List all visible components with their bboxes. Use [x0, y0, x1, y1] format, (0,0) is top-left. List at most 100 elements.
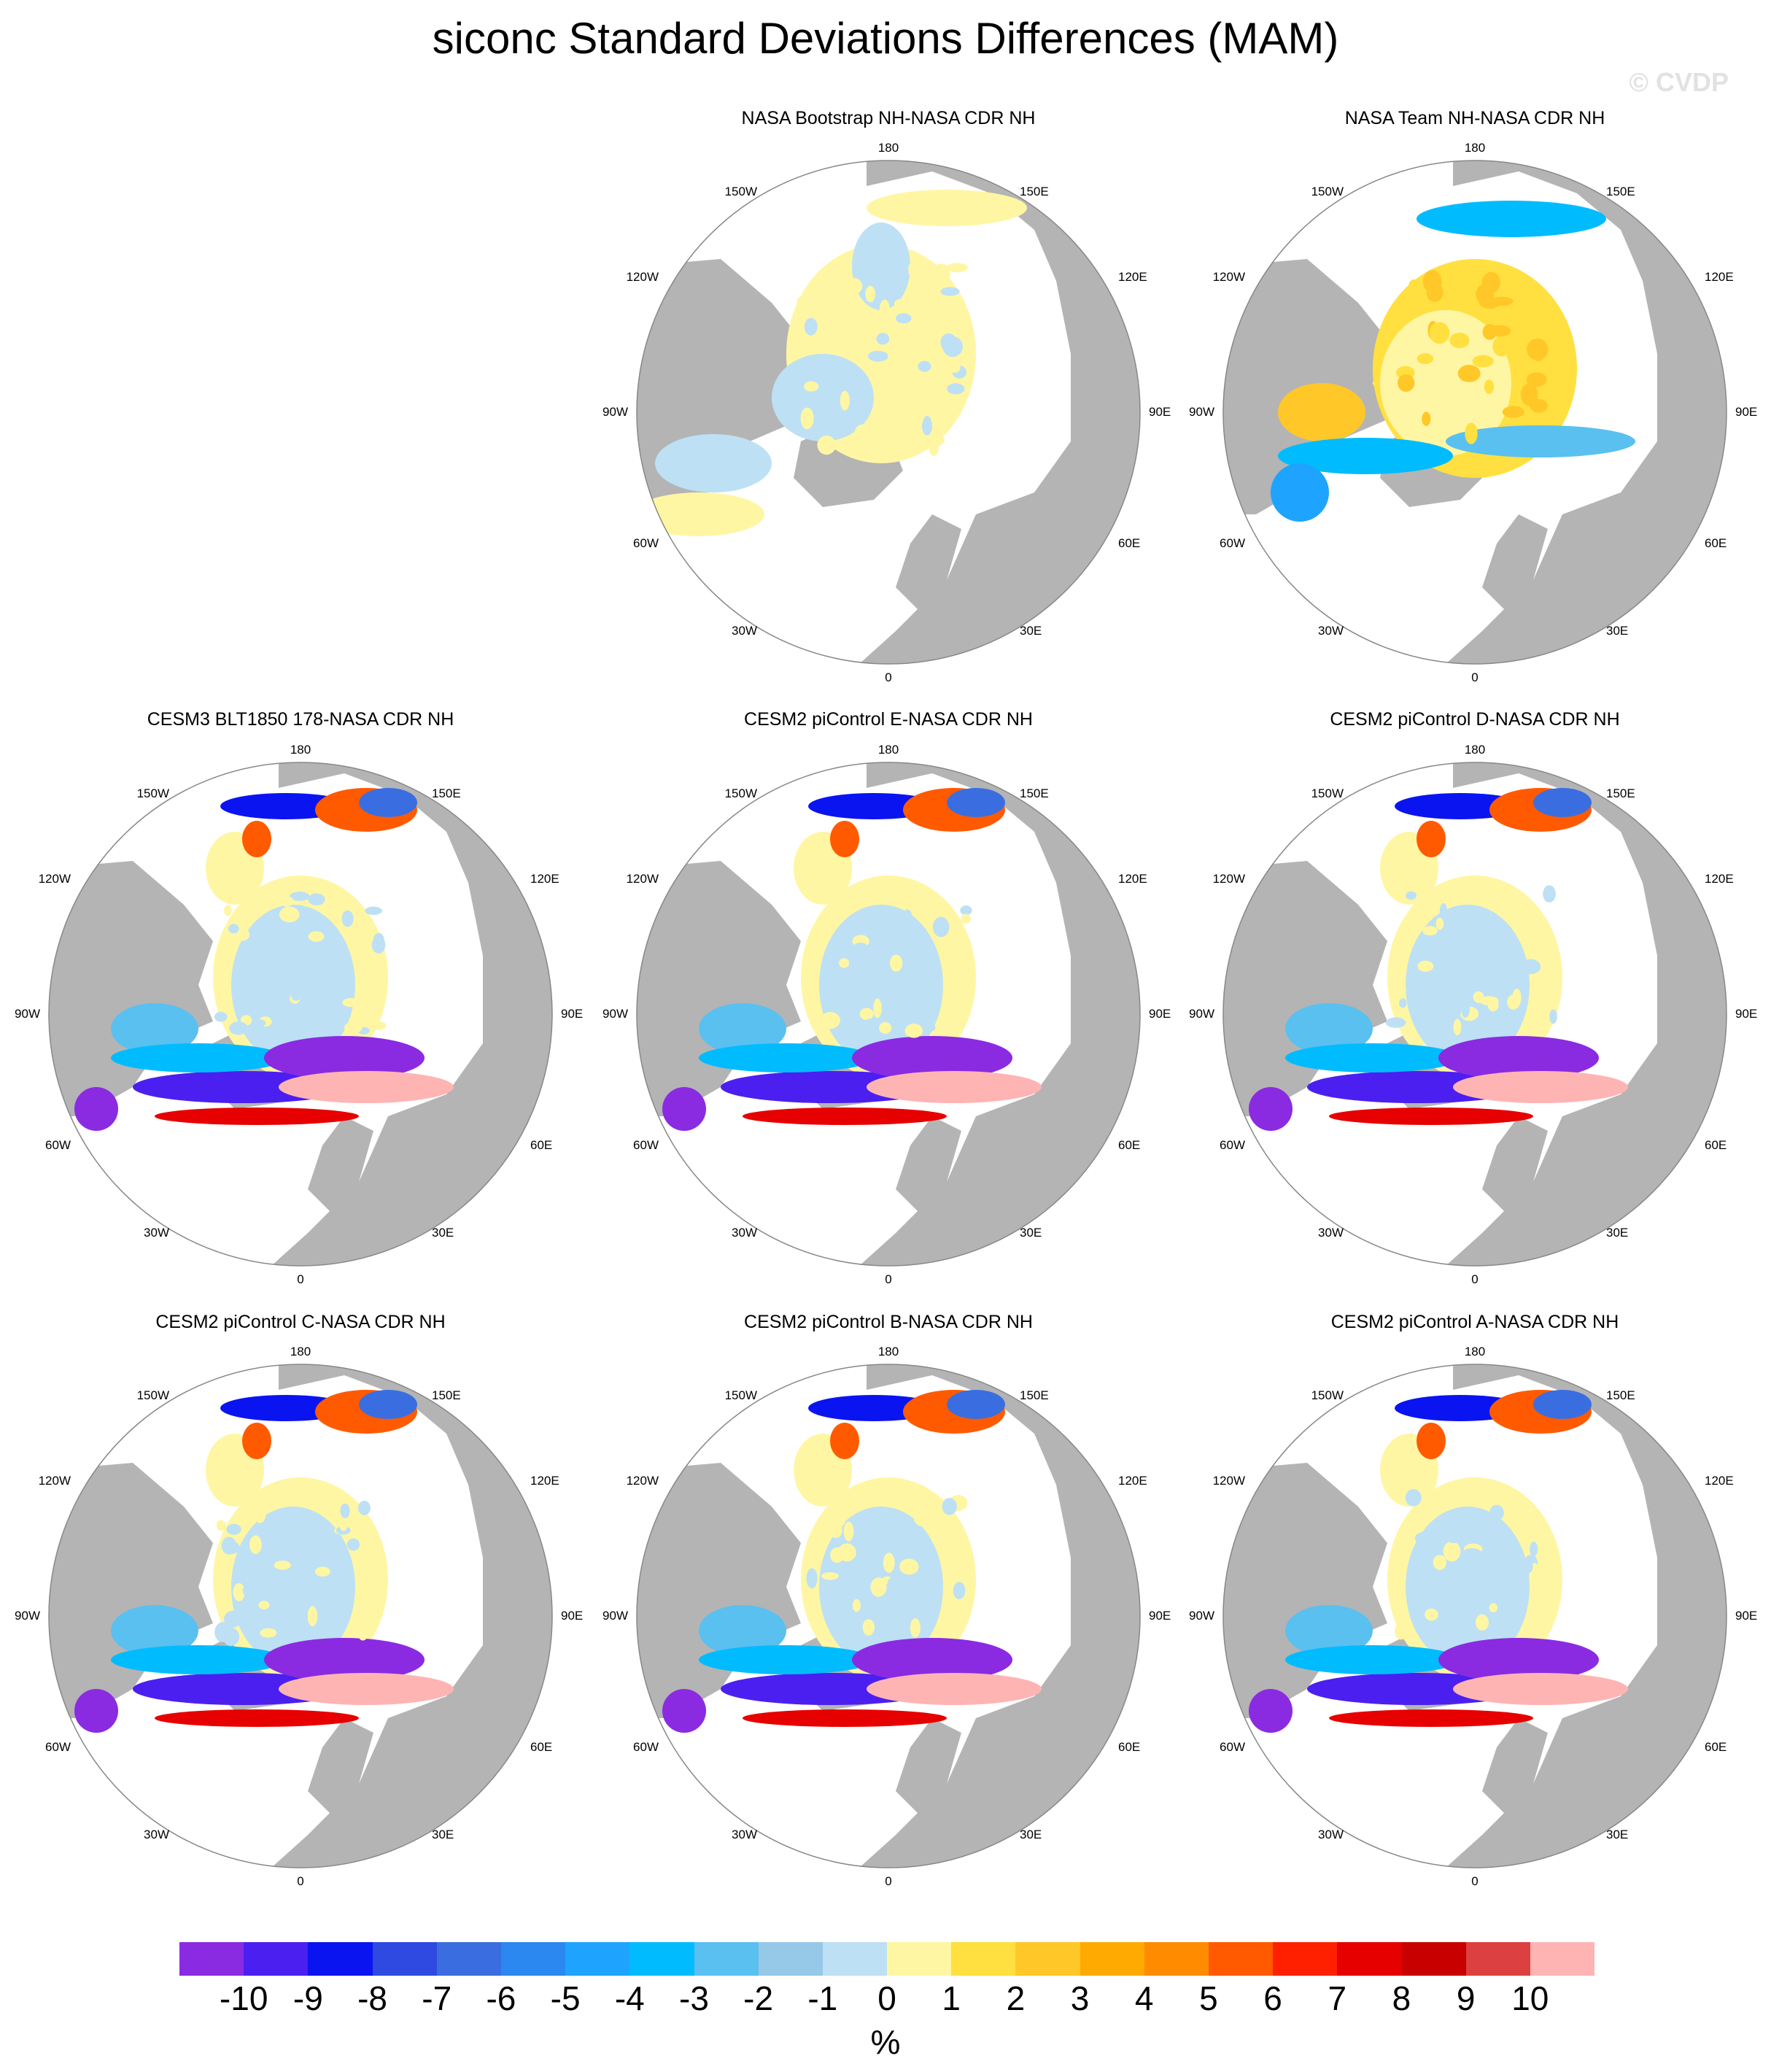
- ice-anomaly: [862, 1018, 879, 1034]
- meridian-label: 60W: [633, 1138, 659, 1152]
- ice-anomaly: [850, 1514, 865, 1534]
- ice-anomaly: [1473, 991, 1484, 1003]
- ice-anomaly: [804, 425, 826, 441]
- map-boundary: [1222, 160, 1727, 665]
- meridian-label: 150W: [1311, 1388, 1344, 1402]
- ice-anomaly: [867, 350, 888, 362]
- colorbar-tick-label: 10: [1511, 1979, 1549, 2017]
- ice-anomaly: [817, 436, 836, 455]
- ice-anomaly: [931, 263, 950, 284]
- ice-anomaly: [1454, 1483, 1473, 1501]
- ice-anomaly: [1487, 998, 1499, 1012]
- colorbar-box: [500, 1942, 566, 1976]
- ice-anomaly: [1426, 283, 1443, 302]
- ice-anomaly: [1533, 788, 1592, 817]
- meridian-label: 60E: [530, 1740, 552, 1754]
- ice-anomaly: [662, 1689, 706, 1733]
- colorbar-labels: -10 -9 -8 -7 -6 -5 -4 -3 -2 -1 0 1 2 3 4 5 6 7 8 9 10: [179, 1979, 1594, 2022]
- ice-anomaly: [954, 954, 974, 973]
- ice-anomaly: [252, 1019, 266, 1027]
- ice-anomaly: [1417, 201, 1606, 237]
- colorbar-box: [1273, 1942, 1338, 1976]
- colorbar-box: [1209, 1942, 1274, 1976]
- ice-anomaly: [743, 1107, 947, 1125]
- ice-anomaly: [922, 382, 942, 401]
- ice-anomaly: [111, 1605, 198, 1656]
- ice-anomaly: [365, 906, 382, 916]
- map-boundary: [1222, 762, 1727, 1267]
- ice-anomaly: [1438, 1036, 1599, 1080]
- ice-anomaly: [852, 1036, 1012, 1080]
- meridian-label: 90E: [561, 1609, 583, 1623]
- ice-anomaly: [244, 1504, 259, 1516]
- meridian-label: 60W: [45, 1138, 71, 1152]
- ice-anomaly: [850, 942, 870, 960]
- ice-anomaly: [1430, 1540, 1442, 1552]
- ice-anomaly: [1465, 422, 1478, 444]
- colorbar-box: [1530, 1942, 1595, 1976]
- land: [637, 762, 1140, 1266]
- ice-anomaly: [236, 928, 250, 941]
- ice-anomaly: [111, 1043, 286, 1072]
- ice-anomaly: [943, 940, 954, 956]
- ice-anomaly: [214, 1011, 228, 1022]
- ice-anomaly: [852, 223, 910, 310]
- ice-anomaly: [913, 1507, 932, 1527]
- ice-anomaly: [1449, 332, 1470, 349]
- ice-anomaly: [847, 961, 862, 979]
- meridian-label: 150E: [432, 786, 461, 800]
- ice-anomaly: [1406, 905, 1530, 1065]
- meridian-label: 0: [297, 1874, 303, 1888]
- ice-anomaly: [1474, 1570, 1487, 1579]
- ice-anomaly: [357, 1501, 371, 1515]
- ice-anomaly: [1461, 1593, 1477, 1611]
- ice-anomaly: [947, 788, 1005, 817]
- ice-anomaly: [1408, 279, 1419, 295]
- ice-anomaly: [938, 305, 948, 320]
- meridian-label: 0: [885, 670, 891, 684]
- ice-anomaly: [947, 964, 958, 974]
- ice-anomaly: [217, 1623, 233, 1634]
- meridian-label: 30W: [1318, 1828, 1344, 1841]
- ice-anomaly: [883, 1553, 895, 1573]
- ice-anomaly: [1433, 1576, 1443, 1592]
- ice-anomaly: [806, 1568, 818, 1589]
- panel-title: CESM3 BLT1850 178-NASA CDR NH: [147, 709, 454, 730]
- ice-anomaly: [932, 916, 950, 938]
- meridian-label: 180: [290, 1345, 311, 1358]
- ice-anomaly: [839, 958, 850, 968]
- ice-anomaly: [699, 1003, 786, 1054]
- meridian-label: 0: [885, 1272, 891, 1286]
- ice-anomaly: [1448, 880, 1468, 901]
- colorbar-box: [244, 1942, 309, 1976]
- ice-anomaly: [242, 1423, 271, 1459]
- colorbar-box: [951, 1942, 1016, 1976]
- meridian-label: 30E: [432, 1828, 454, 1841]
- ice-anomaly: [308, 931, 325, 942]
- ice-anomaly: [946, 263, 968, 273]
- ice-anomaly: [233, 1582, 245, 1601]
- colorbar-tick-label: 0: [877, 1979, 896, 2017]
- ice-anomaly: [743, 1709, 947, 1727]
- ice-anomaly: [879, 1021, 892, 1035]
- ice-anomaly: [1422, 926, 1438, 936]
- ice-anomaly: [1405, 1489, 1422, 1507]
- meridian-label: 150W: [137, 1388, 169, 1402]
- meridian-label: 150W: [725, 786, 757, 800]
- meridian-label: 60E: [530, 1138, 552, 1152]
- ice-anomaly: [902, 1524, 919, 1543]
- meridian-label: 30E: [1606, 1226, 1628, 1240]
- panel-title: CESM2 piControl E-NASA CDR NH: [744, 709, 1033, 730]
- ice-anomaly: [1417, 821, 1446, 857]
- ice-anomaly: [800, 407, 814, 430]
- colorbar-tick-label: -5: [550, 1979, 581, 2017]
- ice-anomaly: [1285, 1605, 1373, 1656]
- ice-anomaly: [919, 889, 936, 902]
- ice-anomaly: [895, 313, 912, 324]
- meridian-label: 150E: [1020, 1388, 1049, 1402]
- ice-anomaly: [1398, 1619, 1411, 1628]
- ice-anomaly: [1425, 1608, 1438, 1621]
